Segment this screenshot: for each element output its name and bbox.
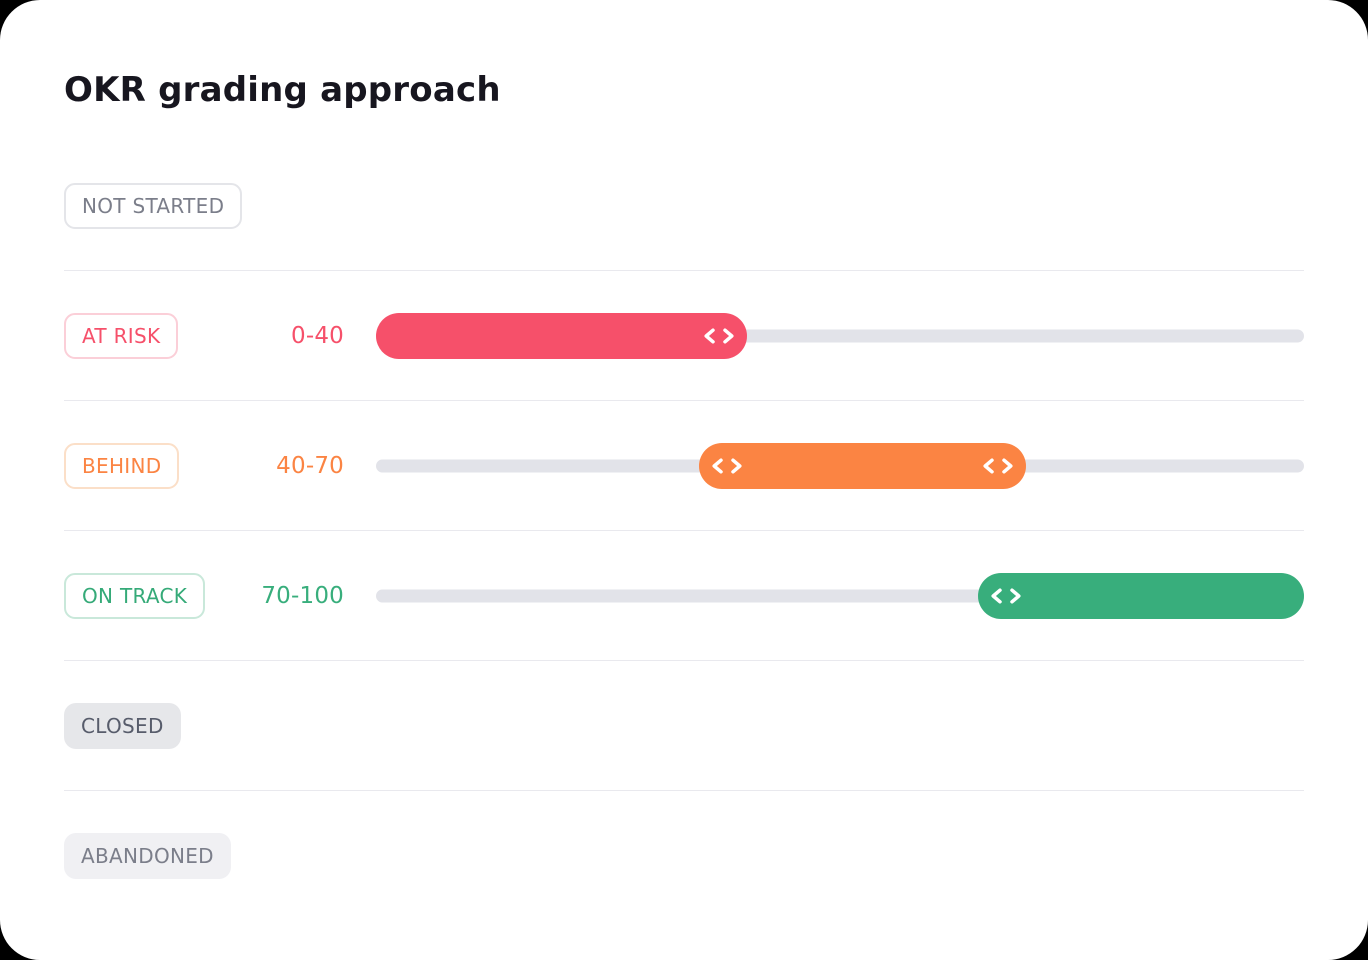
status-badge-closed: CLOSED [64, 702, 181, 749]
status-row-on-track: ON TRACK 70-100 [64, 531, 1304, 660]
range-slider-at-risk[interactable] [376, 271, 1304, 400]
status-badge-not-started: NOT STARTED [64, 182, 243, 229]
badge-column: CLOSED [64, 702, 244, 749]
range-slider-behind[interactable] [376, 401, 1304, 530]
status-row-at-risk: AT RISK 0-40 [64, 271, 1304, 400]
row-divider [64, 270, 1304, 271]
range-slider-on-track[interactable] [376, 531, 1304, 660]
row-divider [64, 530, 1304, 531]
badge-column: BEHIND [64, 442, 244, 489]
slider-range-fill[interactable] [699, 442, 1026, 489]
slider-range-fill[interactable] [376, 312, 748, 359]
page-title: OKR grading approach [64, 70, 501, 110]
status-badge-abandoned: ABANDONED [64, 832, 231, 879]
badge-column: ON TRACK [64, 572, 244, 619]
slider-range-fill[interactable] [977, 572, 1304, 619]
range-drag-handle-icon[interactable] [989, 587, 1023, 604]
range-drag-handle-icon[interactable] [702, 327, 736, 344]
row-divider [64, 400, 1304, 401]
badge-column: ABANDONED [64, 832, 244, 879]
status-rows: NOT STARTED AT RISK 0-40 [64, 141, 1304, 920]
status-badge-behind: BEHIND [64, 442, 180, 489]
status-row-closed: CLOSED [64, 661, 1304, 790]
range-value-at-risk: 0-40 [291, 322, 344, 349]
status-row-behind: BEHIND 40-70 [64, 401, 1304, 530]
status-badge-on-track: ON TRACK [64, 572, 206, 619]
badge-column: AT RISK [64, 312, 244, 359]
badge-column: NOT STARTED [64, 182, 244, 229]
row-divider [64, 790, 1304, 791]
range-value-on-track: 70-100 [261, 582, 344, 609]
range-value-behind: 40-70 [276, 452, 344, 479]
status-row-abandoned: ABANDONED [64, 791, 1304, 920]
range-drag-handle-icon[interactable] [981, 457, 1015, 474]
status-badge-at-risk: AT RISK [64, 312, 179, 359]
row-divider [64, 660, 1304, 661]
status-row-not-started: NOT STARTED [64, 141, 1304, 270]
range-drag-handle-icon[interactable] [710, 457, 744, 474]
